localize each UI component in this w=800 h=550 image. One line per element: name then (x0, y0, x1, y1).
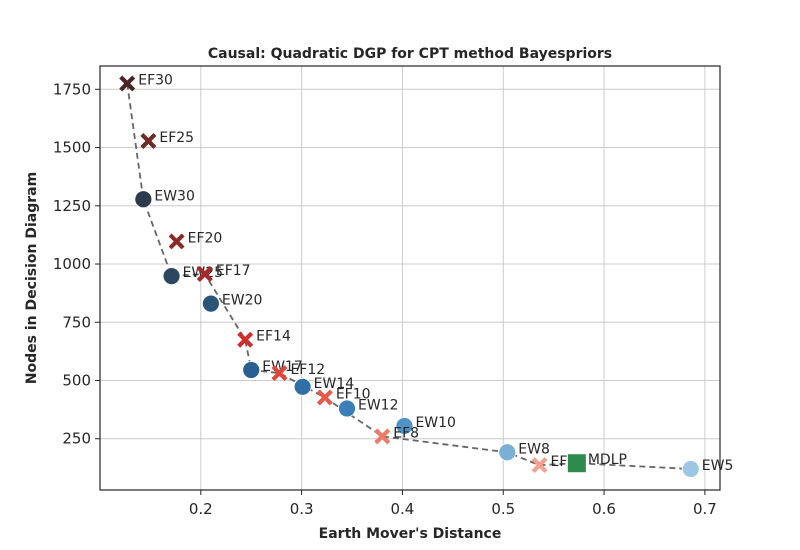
y-axis-label: Nodes in Decision Diagram (24, 172, 40, 384)
point-ef20 (168, 233, 185, 250)
point-label-ef10: EF10 (336, 387, 371, 403)
point-label-ew17: EW17 (262, 359, 303, 375)
point-label-ef17: EF17 (216, 263, 251, 279)
chart-title: Causal: Quadratic DGP for CPT method Bay… (208, 46, 612, 62)
point-label-ew10: EW10 (415, 415, 456, 431)
point-label-ew12: EW12 (358, 397, 399, 413)
x-tick-label: 0.4 (391, 500, 415, 518)
point-label-ew20: EW20 (222, 293, 263, 309)
y-tick-label: 500 (62, 372, 91, 390)
point-label-ef12: EF12 (290, 362, 325, 378)
plot-frame (99, 65, 721, 491)
point-label-ef8: EF8 (393, 425, 419, 441)
point-label-ef14: EF14 (256, 329, 291, 345)
point-ew5 (681, 460, 700, 478)
point-ef12 (271, 365, 288, 382)
y-tick-label: 1000 (53, 255, 91, 273)
point-label-ef30: EF30 (138, 72, 173, 88)
y-tick-label: 750 (62, 313, 91, 331)
x-tick-label: 0.5 (491, 500, 515, 518)
point-ew17 (242, 361, 261, 379)
y-tick-label: 1750 (53, 80, 91, 98)
point-ef30 (119, 75, 136, 92)
grid-lines (100, 66, 720, 490)
point-label-ew5: EW5 (702, 458, 734, 474)
point-label-mdlp: MDLP (588, 452, 627, 468)
x-tick-label: 0.7 (693, 500, 717, 518)
point-ef25 (140, 133, 157, 150)
point-ew8 (498, 443, 517, 462)
point-ew20 (201, 294, 220, 313)
point-ew14 (293, 377, 312, 396)
data-points: EF30EF25EW30EF20EW25EF17EW20EF14EW17EF12… (119, 72, 734, 478)
point-ef14 (237, 331, 254, 348)
y-tick-label: 1250 (53, 197, 91, 215)
point-ef17 (196, 266, 213, 283)
point-ew10 (395, 417, 414, 435)
point-label-ew14: EW14 (314, 376, 355, 392)
point-mdlp (567, 454, 586, 473)
point-ew25 (162, 267, 181, 286)
x-tick-label: 0.2 (189, 500, 213, 518)
point-label-ef25: EF25 (159, 130, 194, 146)
point-ef5 (531, 457, 548, 474)
y-tick-label: 1500 (53, 139, 91, 157)
point-label-ew8: EW8 (518, 441, 550, 457)
y-tick-label: 250 (62, 430, 91, 448)
point-ew12 (338, 399, 356, 418)
point-ef10 (316, 389, 333, 406)
x-tick-label: 0.6 (592, 500, 616, 518)
x-axis-label: Earth Mover's Distance (319, 526, 502, 542)
point-label-ef20: EF20 (188, 230, 223, 246)
point-label-ew30: EW30 (154, 188, 195, 204)
x-tick-label: 0.3 (290, 500, 314, 518)
axis-ticks: 0.2 0.3 0.4 0.5 0.6 0.7 250 500 750 1000 1250 1500 1… (53, 80, 717, 518)
point-ef8 (374, 428, 391, 445)
point-ew30 (134, 190, 153, 209)
